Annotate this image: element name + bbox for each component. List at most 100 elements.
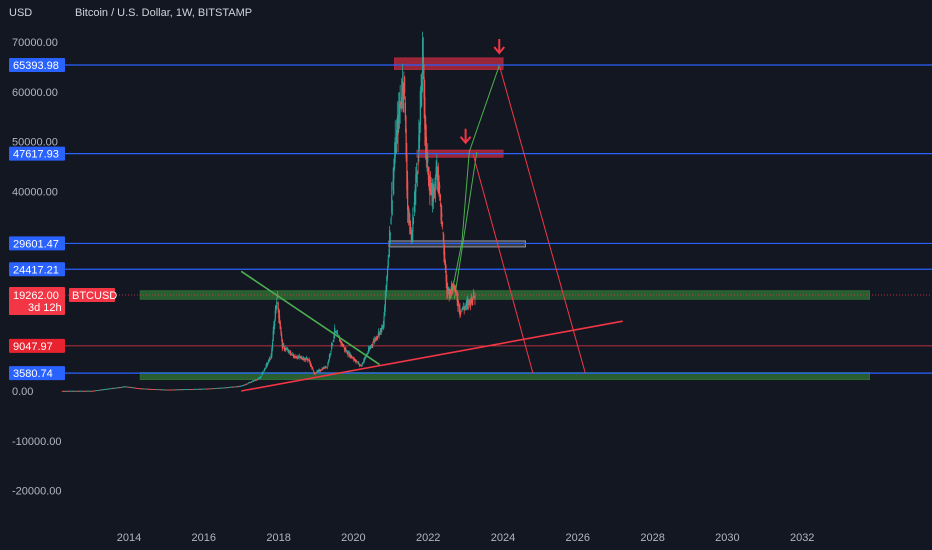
candle-body <box>137 388 139 389</box>
candle-body <box>295 356 297 359</box>
candle-body <box>353 358 355 360</box>
candle-body <box>221 387 223 389</box>
candle-body <box>162 389 165 391</box>
candle-body <box>405 128 407 158</box>
candle-body <box>185 389 188 390</box>
candle-body <box>223 387 225 389</box>
candle-body <box>99 389 101 391</box>
y-tick-label: -10000.00 <box>12 436 62 448</box>
candle-body <box>124 386 126 388</box>
candle-body <box>130 387 132 388</box>
candle-body <box>292 355 295 358</box>
candle-body <box>197 388 199 390</box>
candle-body <box>366 354 368 355</box>
candle-body <box>247 383 249 385</box>
candle-body <box>447 289 449 292</box>
candle-body <box>463 308 465 310</box>
candle-body <box>362 363 364 364</box>
candle-body <box>73 390 76 392</box>
candle-body <box>210 388 212 390</box>
candle-body <box>248 382 250 384</box>
candle-body <box>305 358 307 361</box>
candle-body <box>434 188 436 190</box>
candle-body <box>251 381 253 382</box>
candle-body <box>151 389 154 390</box>
candle-body <box>211 388 213 390</box>
candle-body <box>379 328 382 332</box>
candle-body <box>285 348 287 350</box>
candle-body <box>367 352 369 354</box>
candle-body <box>205 388 207 390</box>
candle-body <box>394 137 396 157</box>
candle-body <box>262 372 265 374</box>
trendlines-layer <box>240 38 623 392</box>
candle-body <box>188 389 190 391</box>
candle-body <box>179 389 181 391</box>
candle-body <box>462 306 464 310</box>
candle-body <box>123 386 126 388</box>
candle-body <box>260 376 262 377</box>
candle-body <box>154 389 156 390</box>
candle-body <box>195 388 197 390</box>
candle-body <box>121 386 123 388</box>
candle-body <box>415 174 417 192</box>
candle-body <box>460 310 462 312</box>
candle-body <box>319 370 321 372</box>
candle-body <box>404 102 406 121</box>
candle-body <box>373 339 375 342</box>
trendline-projection-green-2 <box>453 152 478 299</box>
candle-body <box>465 305 467 307</box>
candle-body <box>150 388 152 390</box>
candle-body <box>459 308 461 315</box>
candle-body <box>434 184 437 188</box>
candle-body <box>281 339 283 349</box>
candle-body <box>316 370 318 373</box>
candle-body <box>314 373 317 374</box>
candle-body <box>320 369 323 371</box>
candle-body <box>287 350 289 352</box>
candle-body <box>393 168 395 180</box>
candle-body <box>317 370 320 372</box>
candle-body <box>358 362 360 364</box>
candle-body <box>347 352 349 356</box>
candle-body <box>253 380 255 381</box>
candle-body <box>297 356 299 358</box>
candle-body <box>212 388 214 390</box>
candle-body <box>398 107 401 116</box>
candle-body <box>278 308 280 319</box>
candle-body <box>271 349 273 357</box>
candle-body <box>255 379 257 381</box>
candle-body <box>199 389 201 390</box>
x-tick-label: 2018 <box>266 532 290 544</box>
candle-body <box>471 299 473 304</box>
candle-body <box>381 325 383 330</box>
symbol-title[interactable]: Bitcoin / U.S. Dollar, 1W, BITSTAMP <box>75 7 252 19</box>
candle-body <box>409 220 411 235</box>
candle-body <box>90 390 92 392</box>
candle-body <box>173 389 175 391</box>
candle-body <box>206 388 208 390</box>
candle-body <box>351 356 353 357</box>
candle-body <box>73 390 75 392</box>
candle-body <box>128 386 130 388</box>
candle-body <box>446 281 448 294</box>
candle-body <box>78 390 80 392</box>
candle-body <box>161 389 163 391</box>
candle-body <box>313 371 315 374</box>
candle-body <box>285 349 288 350</box>
candle-body <box>163 389 165 391</box>
level-tag-label: 3580.74 <box>13 368 53 380</box>
candle-body <box>200 388 202 390</box>
candle-body <box>93 390 95 392</box>
candle-body <box>302 358 305 361</box>
candle-body <box>239 385 241 387</box>
candle-body <box>267 361 269 363</box>
candle-body <box>189 389 191 391</box>
candle-body <box>234 386 236 388</box>
candle-body <box>262 371 264 374</box>
candle-body <box>184 389 186 391</box>
level-tag-4 <box>9 338 65 353</box>
candle-body <box>74 390 76 392</box>
candle-body <box>101 389 103 391</box>
